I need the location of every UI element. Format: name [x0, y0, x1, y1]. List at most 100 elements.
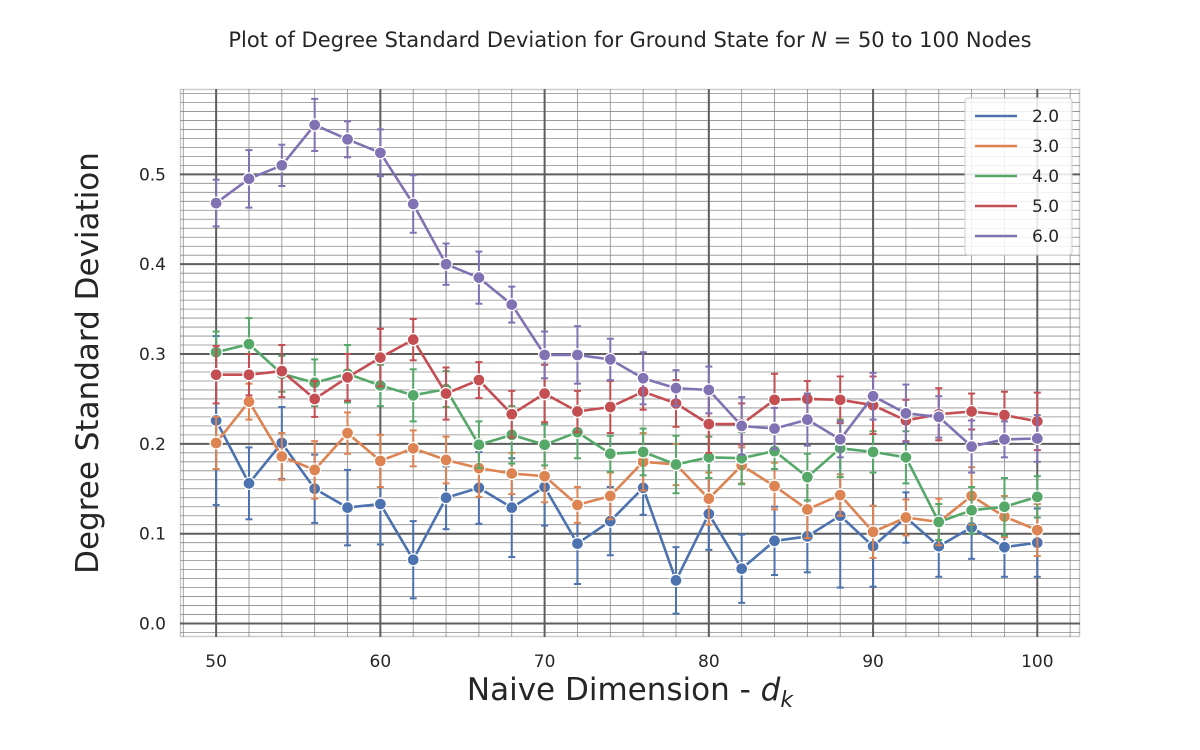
- data-point: [242, 476, 256, 491]
- data-point: [702, 417, 716, 431]
- legend-label: 2.0: [1032, 107, 1059, 127]
- data-point: [505, 407, 519, 421]
- data-point: [275, 158, 289, 173]
- data-point: [800, 412, 815, 427]
- data-point: [505, 297, 519, 312]
- legend: 2.0 3.0 4.0 5.0 6.0: [964, 97, 1073, 256]
- data-point: [997, 500, 1012, 514]
- chart-title-prefix: Plot of Degree Standard Deviation for Gr…: [228, 28, 812, 52]
- data-point: [340, 500, 355, 515]
- data-point: [964, 503, 979, 517]
- data-point: [537, 438, 552, 452]
- x-axis-label: Naive Dimension - dk: [180, 672, 1080, 713]
- data-point: [767, 393, 782, 407]
- data-point: [1030, 490, 1044, 504]
- data-point: [964, 404, 979, 419]
- x-tick-label: 90: [862, 652, 884, 672]
- data-point: [242, 337, 256, 351]
- data-point: [209, 368, 223, 382]
- data-point: [275, 364, 289, 378]
- data-point: [373, 146, 388, 160]
- x-tick-label: 100: [1021, 652, 1053, 672]
- data-point: [767, 534, 782, 548]
- data-point: [570, 498, 585, 512]
- data-point: [669, 381, 683, 395]
- data-point: [1030, 523, 1044, 537]
- data-point: [899, 406, 913, 420]
- data-point: [669, 573, 683, 588]
- data-point: [308, 392, 322, 406]
- legend-label: 3.0: [1032, 137, 1059, 157]
- data-point: [866, 445, 880, 459]
- data-point: [997, 540, 1012, 554]
- y-tick-label: 0.5: [139, 165, 166, 185]
- data-point: [800, 502, 815, 517]
- data-point: [406, 332, 420, 347]
- chart-title: Plot of Degree Standard Deviation for Gr…: [0, 28, 1200, 52]
- data-point: [439, 453, 453, 467]
- data-point: [439, 386, 453, 401]
- data-point: [833, 488, 847, 502]
- data-point: [373, 497, 388, 511]
- data-point: [800, 470, 815, 484]
- data-point: [537, 469, 552, 483]
- x-tick-label: 50: [205, 652, 227, 672]
- data-point: [1030, 431, 1044, 446]
- data-point: [406, 197, 420, 211]
- data-point: [373, 454, 388, 468]
- data-point: [702, 492, 716, 506]
- data-point: [472, 373, 486, 387]
- data-point: [866, 525, 880, 539]
- x-axis-label-math: d: [760, 672, 781, 708]
- data-point: [406, 441, 420, 455]
- y-axis-label-text: Degree Standard Deviation: [70, 152, 106, 574]
- data-point: [669, 457, 683, 472]
- data-point: [932, 410, 946, 424]
- data-point: [537, 348, 552, 362]
- data-point: [997, 432, 1012, 447]
- data-point: [570, 536, 585, 551]
- legend-box: [964, 97, 1073, 256]
- series-6.0: [209, 97, 1044, 474]
- data-point: [472, 271, 486, 285]
- data-point: [899, 450, 913, 464]
- data-point: [997, 408, 1012, 422]
- data-point: [406, 553, 420, 567]
- data-point: [505, 466, 519, 481]
- data-point: [242, 172, 256, 186]
- major-grid: [180, 89, 1080, 637]
- data-point: [767, 421, 782, 436]
- data-point: [735, 419, 749, 433]
- data-point: [406, 388, 420, 402]
- data-point: [636, 445, 650, 459]
- x-axis-label-subscript: k: [780, 688, 794, 714]
- data-point: [833, 432, 847, 447]
- series-layer: [209, 97, 1044, 615]
- legend-label: 4.0: [1032, 167, 1059, 187]
- data-point: [308, 118, 322, 132]
- x-tick-label: 60: [370, 652, 392, 672]
- data-point: [570, 404, 585, 419]
- data-point: [340, 132, 355, 146]
- legend-label: 6.0: [1032, 227, 1059, 247]
- data-point: [735, 562, 749, 576]
- data-point: [242, 394, 256, 409]
- data-point: [603, 489, 617, 503]
- data-point: [866, 389, 880, 403]
- data-point: [899, 510, 913, 525]
- legend-label: 5.0: [1032, 197, 1059, 217]
- data-point: [209, 196, 223, 210]
- y-tick-label: 0.3: [139, 345, 166, 365]
- y-tick-label: 0.0: [139, 615, 166, 635]
- x-tick-labels: 50 60 70 80 90 100: [205, 652, 1053, 672]
- chart-title-math: N: [811, 28, 827, 52]
- data-point: [340, 370, 355, 385]
- x-tick-label: 70: [534, 652, 556, 672]
- x-tick-label: 80: [698, 652, 720, 672]
- data-point: [209, 436, 223, 450]
- data-point: [275, 449, 289, 464]
- y-tick-label: 0.2: [139, 435, 166, 455]
- data-point: [242, 368, 256, 382]
- data-point: [603, 447, 617, 461]
- data-point: [439, 257, 453, 271]
